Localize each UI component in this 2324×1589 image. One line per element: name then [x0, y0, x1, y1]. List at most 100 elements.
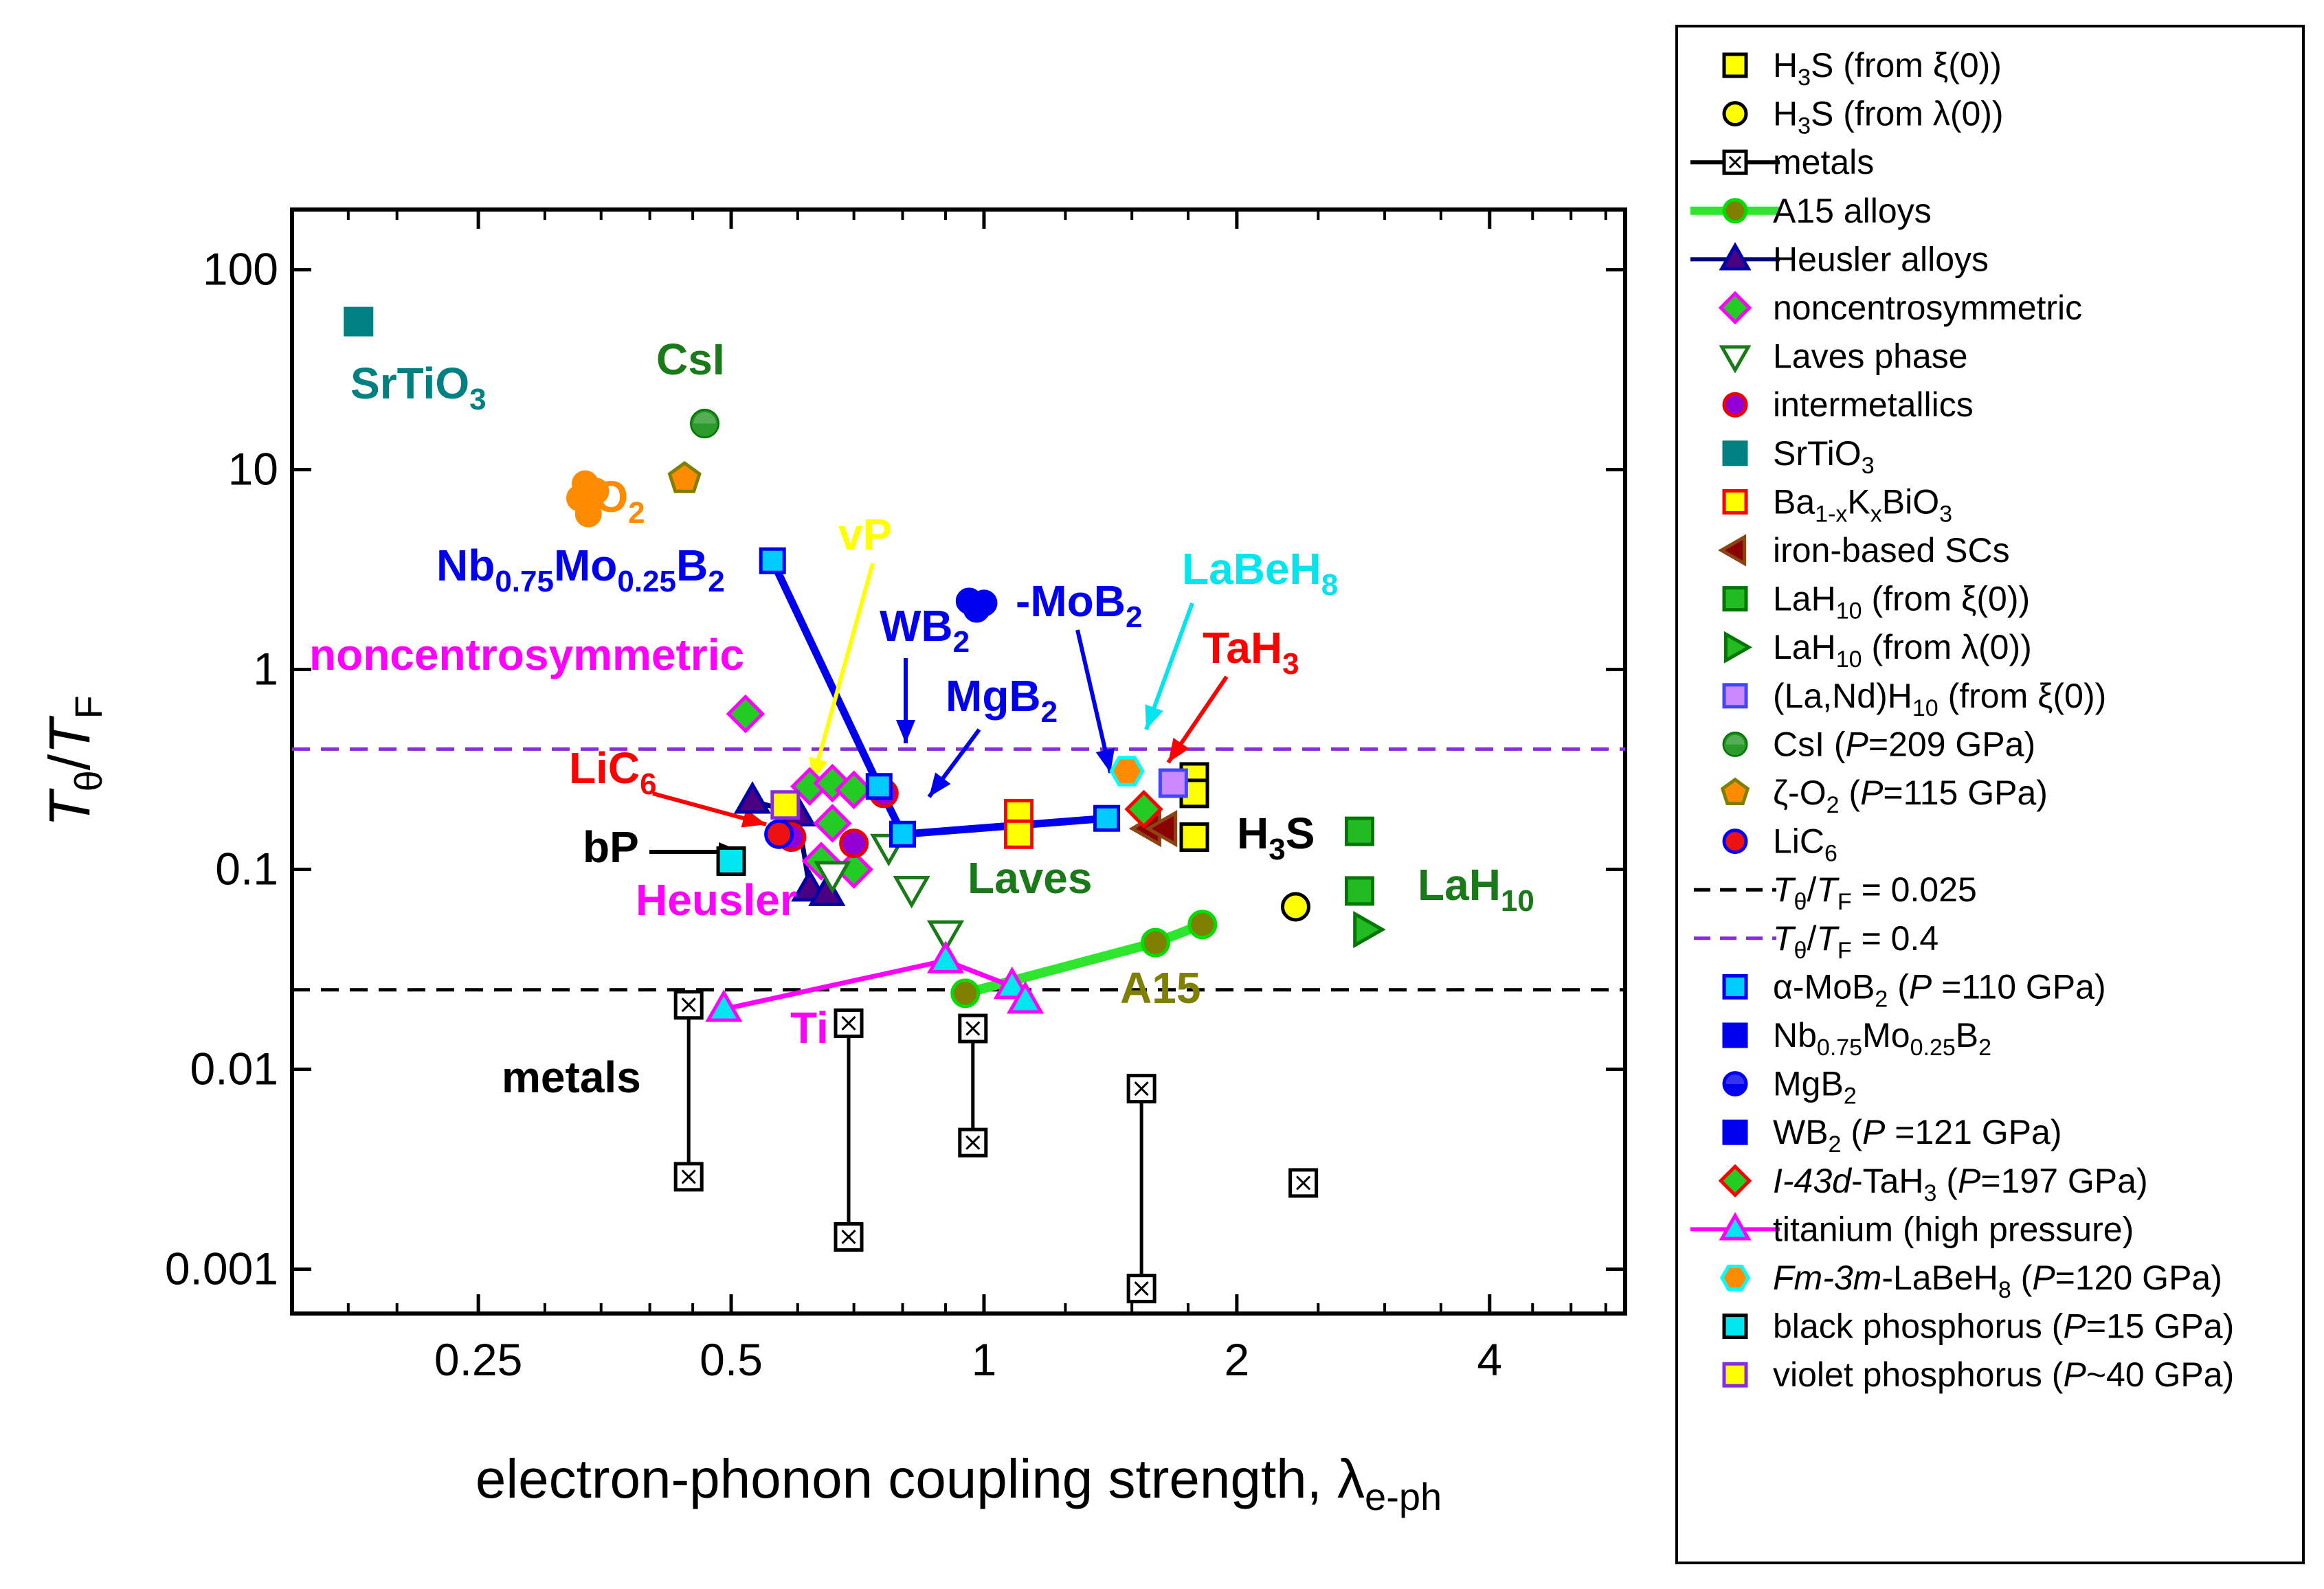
- annotation-heusler: Heusler: [636, 875, 797, 925]
- legend-item-mob2-p-110-gpa: α-MoB2 (P =110 GPa): [1722, 967, 2106, 1012]
- legend-item-srtio3: SrTiO3: [1722, 434, 1875, 479]
- legend-symbol: [1722, 392, 1748, 418]
- point-a15-alloys: [950, 978, 981, 1008]
- legend-label: iron-based SCs: [1773, 531, 2010, 570]
- point-titanium-high-pressure: [1007, 981, 1044, 1014]
- legend-item-nb0-75mo0-25b2: Nb0.75Mo0.25B2: [1722, 1016, 1991, 1061]
- y-axis-label: Tθ/TF: [37, 695, 110, 826]
- y-tick-label: 0.01: [190, 1043, 278, 1094]
- point-metals: [834, 1008, 864, 1038]
- point-mgb2-mob2-wb2-nb0-75mo0-25b2: [759, 547, 786, 574]
- annotation-o2: -O2: [579, 472, 645, 530]
- legend-item-lah10-from-0: LaH10 (from λ(0)): [1723, 628, 2032, 673]
- legend-symbol: [1722, 198, 1748, 224]
- point-lah10-from-0: [1344, 816, 1374, 846]
- legend-label: Fm-3m-LaBeH8 (P=120 GPa): [1773, 1259, 2222, 1303]
- legend-label: A15 alloys: [1773, 192, 1932, 230]
- x-tick-label: 4: [1477, 1334, 1502, 1385]
- x-tick-label: 2: [1225, 1334, 1250, 1385]
- legend-item-ba1-xkxbio3: Ba1-xKxBiO3: [1722, 482, 1952, 527]
- legend-symbol: [1722, 1314, 1748, 1340]
- legend-symbol: [1722, 52, 1748, 78]
- annotation-h3s: H3S: [1237, 809, 1315, 866]
- point-mgb2-mob2-wb2-nb0-75mo0-25b2: [865, 773, 893, 800]
- annotation-noncentrosymmetric: noncentrosymmetric: [309, 630, 744, 679]
- legend-item-t-tf-0-4: Tθ/TF = 0.4: [1694, 919, 1938, 964]
- legend-label: Nb0.75Mo0.25B2: [1773, 1016, 1991, 1061]
- svg-text:Tθ/TF: Tθ/TF: [37, 695, 110, 826]
- point-a15-alloys: [1140, 927, 1170, 958]
- annotation-nb0-75mo0-25b2: Nb0.75Mo0.25B2: [436, 541, 725, 598]
- legend-item-metals: metals: [1690, 143, 1874, 181]
- point-metals: [834, 1221, 864, 1252]
- point-iron-based-scs: [1144, 810, 1178, 848]
- annotation-tah3: TaH3: [1203, 623, 1299, 681]
- legend-item-a15-alloys: A15 alloys: [1690, 192, 1932, 230]
- annotation-metals: metals: [502, 1052, 641, 1102]
- legend-label: noncentrosymmetric: [1773, 289, 2082, 327]
- arrow-wb2: [896, 658, 915, 743]
- legend-label: titanium (high pressure): [1773, 1210, 2134, 1248]
- arrow-tah3: [1166, 675, 1229, 764]
- annotation-lah10: LaH10: [1418, 860, 1534, 918]
- annotation-bp: bP: [583, 822, 639, 872]
- legend-item-lic6: LiC6: [1722, 822, 1837, 867]
- legend-label: LaH10 (from λ(0)): [1773, 628, 2032, 673]
- legend-item-noncentrosymmetric: noncentrosymmetric: [1718, 289, 2082, 327]
- legend-item-iron-based-scs: iron-based SCs: [1717, 531, 2010, 570]
- point-metals: [673, 990, 704, 1020]
- legend-label: H3S (from ξ(0)): [1773, 46, 2002, 91]
- x-tick-label: 0.25: [434, 1334, 522, 1385]
- annotation-ti: Ti: [790, 1003, 829, 1052]
- legend-item-t-tf-0-025: Tθ/TF = 0.025: [1694, 870, 1977, 915]
- point-black-phosphorus-p-15-gpa: [716, 846, 746, 876]
- point-o2-cluster: [582, 477, 610, 505]
- point-titanium-high-pressure: [926, 940, 965, 973]
- legend-symbol: [1722, 829, 1748, 855]
- legend-item-h3s-from-0: H3S (from ξ(0)): [1722, 46, 2002, 91]
- legend-symbol: [1718, 291, 1752, 325]
- legend-label: ζ-O2 (P=115 GPa): [1773, 774, 2048, 818]
- y-tick-label: 10: [228, 444, 278, 495]
- point-la-nd-h10-from-0: [1158, 768, 1188, 798]
- legend-label: Ba1-xKxBiO3: [1773, 482, 1952, 527]
- point-h3s-from-0: [1280, 892, 1310, 922]
- point-h3s-from-0: [1179, 822, 1209, 853]
- point-intermetallics: [839, 829, 869, 859]
- legend-symbol: [1718, 1164, 1752, 1198]
- point-heusler-alloys: [808, 873, 846, 906]
- legend-item-la-nd-h10-from-0: (La,Nd)H10 (from ξ(0)): [1722, 677, 2106, 721]
- annotation-mgb2: MgB2: [946, 671, 1058, 729]
- point-lah10-from-0: [1344, 876, 1374, 906]
- arrow-mob2: [1075, 629, 1115, 774]
- legend-label: violet phosphorus (P~40 GPa): [1773, 1355, 2234, 1394]
- point-o2-p-115-gpa: [667, 461, 702, 493]
- annotation-lic6: LiC6: [569, 743, 657, 801]
- legend-label: SrTiO3: [1773, 434, 1875, 479]
- legend-item-o2-p-115-gpa: ζ-O2 (P=115 GPa): [1720, 774, 2048, 818]
- point-lah10-from-0: [1353, 910, 1386, 949]
- legend-label: Heusler alloys: [1773, 240, 1989, 278]
- point-csi-p-209-gpa: [690, 409, 720, 439]
- point-metals: [1126, 1074, 1157, 1104]
- legend-item-csi-p-209-gpa: CsI (P=209 GPa): [1722, 725, 2035, 763]
- legend-item-intermetallics: intermetallics: [1722, 385, 1974, 424]
- point-fm-3m-labeh8-p-120-gpa: [1109, 756, 1145, 787]
- point-metals: [958, 1127, 988, 1158]
- legend-label: Tθ/TF = 0.4: [1773, 919, 1938, 964]
- legend-label: α-MoB2 (P =110 GPa): [1773, 967, 2106, 1012]
- y-tick-label: 0.001: [165, 1243, 278, 1294]
- legend-item-violet-phosphorus-p-40-gpa: violet phosphorus (P~40 GPa): [1722, 1355, 2234, 1394]
- legend-label: intermetallics: [1773, 385, 1974, 424]
- annotation-csi: CsI: [656, 335, 725, 384]
- arrow-mgb2: [927, 728, 981, 798]
- point-mgb2-mob2-wb2-nb0-75mo0-25b2: [889, 820, 917, 848]
- annotation-laves: Laves: [968, 853, 1092, 903]
- legend-item-lah10-from-0: LaH10 (from ξ(0)): [1722, 580, 2030, 624]
- legend-box: [1675, 25, 2305, 1564]
- point-titanium-high-pressure: [705, 989, 743, 1022]
- legend-label: CsI (P=209 GPa): [1773, 725, 2035, 763]
- legend-item-wb2-p-121-gpa: WB2 (P =121 GPa): [1722, 1113, 2062, 1158]
- legend-label: WB2 (P =121 GPa): [1773, 1113, 2062, 1158]
